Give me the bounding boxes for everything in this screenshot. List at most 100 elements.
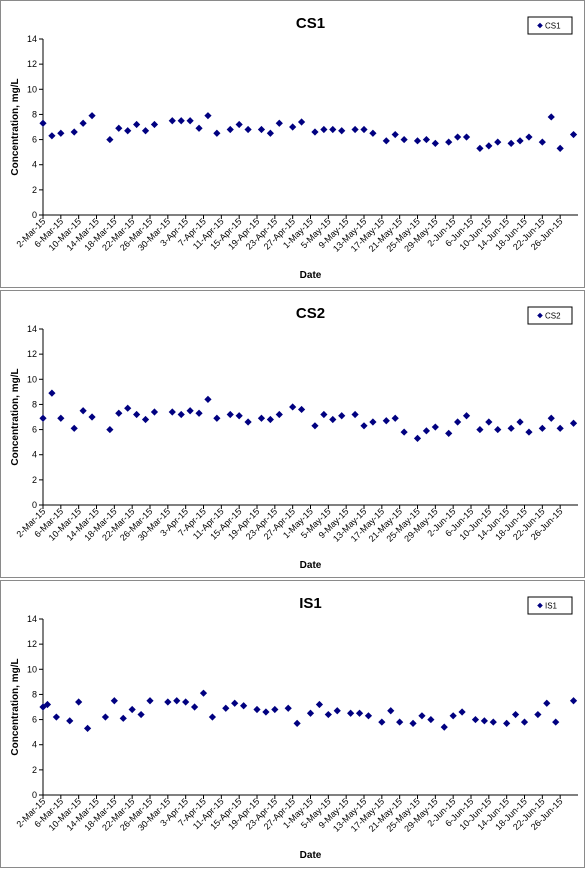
data-point: [106, 425, 114, 434]
data-point: [119, 714, 127, 722]
data-point: [538, 138, 546, 146]
data-point: [141, 415, 150, 424]
data-point: [57, 414, 65, 422]
data-point: [164, 698, 172, 706]
data-point: [186, 407, 194, 415]
data-point: [306, 709, 315, 717]
data-point: [289, 123, 297, 131]
data-point: [422, 427, 431, 435]
data-point: [235, 412, 243, 420]
data-point: [525, 133, 533, 141]
data-point: [39, 119, 47, 127]
y-axis-label: Concentration, mg/L: [10, 78, 21, 175]
data-point: [177, 410, 185, 419]
data-point: [106, 135, 114, 144]
data-point: [462, 133, 471, 141]
x-axis-label: Date: [300, 560, 322, 571]
data-point: [124, 404, 132, 412]
data-point: [293, 719, 301, 727]
data-point: [173, 697, 181, 705]
y-tick-label: 2: [32, 475, 37, 485]
data-point: [226, 125, 234, 134]
data-point: [57, 129, 65, 137]
data-point: [485, 142, 493, 150]
data-point: [141, 127, 150, 135]
data-point: [320, 125, 328, 134]
data-point: [324, 710, 332, 719]
chart-title: IS1: [299, 595, 322, 612]
data-point: [507, 424, 515, 432]
y-tick-label: 8: [32, 399, 37, 409]
data-point: [569, 697, 578, 705]
data-point: [83, 724, 92, 732]
data-point: [213, 129, 221, 137]
data-point: [454, 418, 462, 426]
data-point: [271, 705, 279, 714]
data-point: [543, 699, 551, 707]
data-point: [413, 434, 422, 442]
y-tick-label: 6: [32, 135, 37, 145]
data-point: [204, 395, 212, 403]
legend: CS2: [527, 306, 573, 325]
y-tick-label: 0: [32, 790, 37, 800]
data-point: [289, 403, 297, 411]
data-point: [387, 707, 395, 715]
data-point: [351, 410, 359, 419]
data-point: [485, 418, 493, 426]
data-point: [458, 708, 466, 716]
data-point: [329, 415, 337, 424]
data-point: [338, 127, 346, 135]
y-tick-label: 12: [27, 639, 37, 649]
legend-label: IS1: [545, 602, 558, 611]
data-point: [489, 718, 497, 726]
data-point: [39, 414, 47, 422]
data-point: [431, 423, 439, 431]
data-point: [569, 419, 578, 427]
data-point: [208, 713, 217, 721]
data-point: [257, 414, 266, 422]
data-point: [110, 697, 118, 705]
data-point: [480, 717, 488, 725]
y-tick-label: 14: [27, 34, 37, 44]
data-point: [329, 125, 337, 134]
legend-label: CS1: [545, 22, 561, 31]
y-tick-label: 14: [27, 614, 37, 624]
data-point: [462, 412, 471, 420]
data-point: [124, 127, 132, 135]
y-tick-label: 4: [32, 450, 37, 460]
data-point: [471, 715, 480, 724]
data-point: [552, 718, 560, 726]
data-point: [266, 415, 274, 424]
data-point: [445, 138, 453, 146]
y-tick-label: 10: [27, 84, 37, 94]
data-point: [503, 719, 511, 727]
data-point: [70, 128, 78, 136]
data-point: [391, 414, 399, 422]
data-point: [240, 702, 248, 710]
data-point: [128, 705, 136, 714]
data-point: [400, 428, 408, 436]
data-point: [88, 413, 96, 421]
data-point: [70, 424, 78, 432]
y-tick-label: 12: [27, 59, 37, 69]
data-point: [88, 112, 96, 120]
data-point: [253, 705, 261, 714]
data-point: [43, 700, 52, 709]
y-tick-label: 4: [32, 160, 37, 170]
data-point: [382, 417, 390, 425]
data-point: [391, 130, 399, 139]
data-point: [507, 139, 515, 147]
data-point: [48, 389, 56, 397]
data-point: [79, 119, 87, 127]
y-tick-label: 14: [27, 324, 37, 334]
data-point: [333, 707, 341, 715]
data-point: [177, 117, 185, 125]
data-point: [315, 700, 324, 709]
data-point: [133, 120, 141, 129]
data-point: [115, 409, 123, 417]
data-point: [445, 429, 453, 437]
data-point: [413, 137, 422, 145]
data-point: [547, 113, 555, 121]
